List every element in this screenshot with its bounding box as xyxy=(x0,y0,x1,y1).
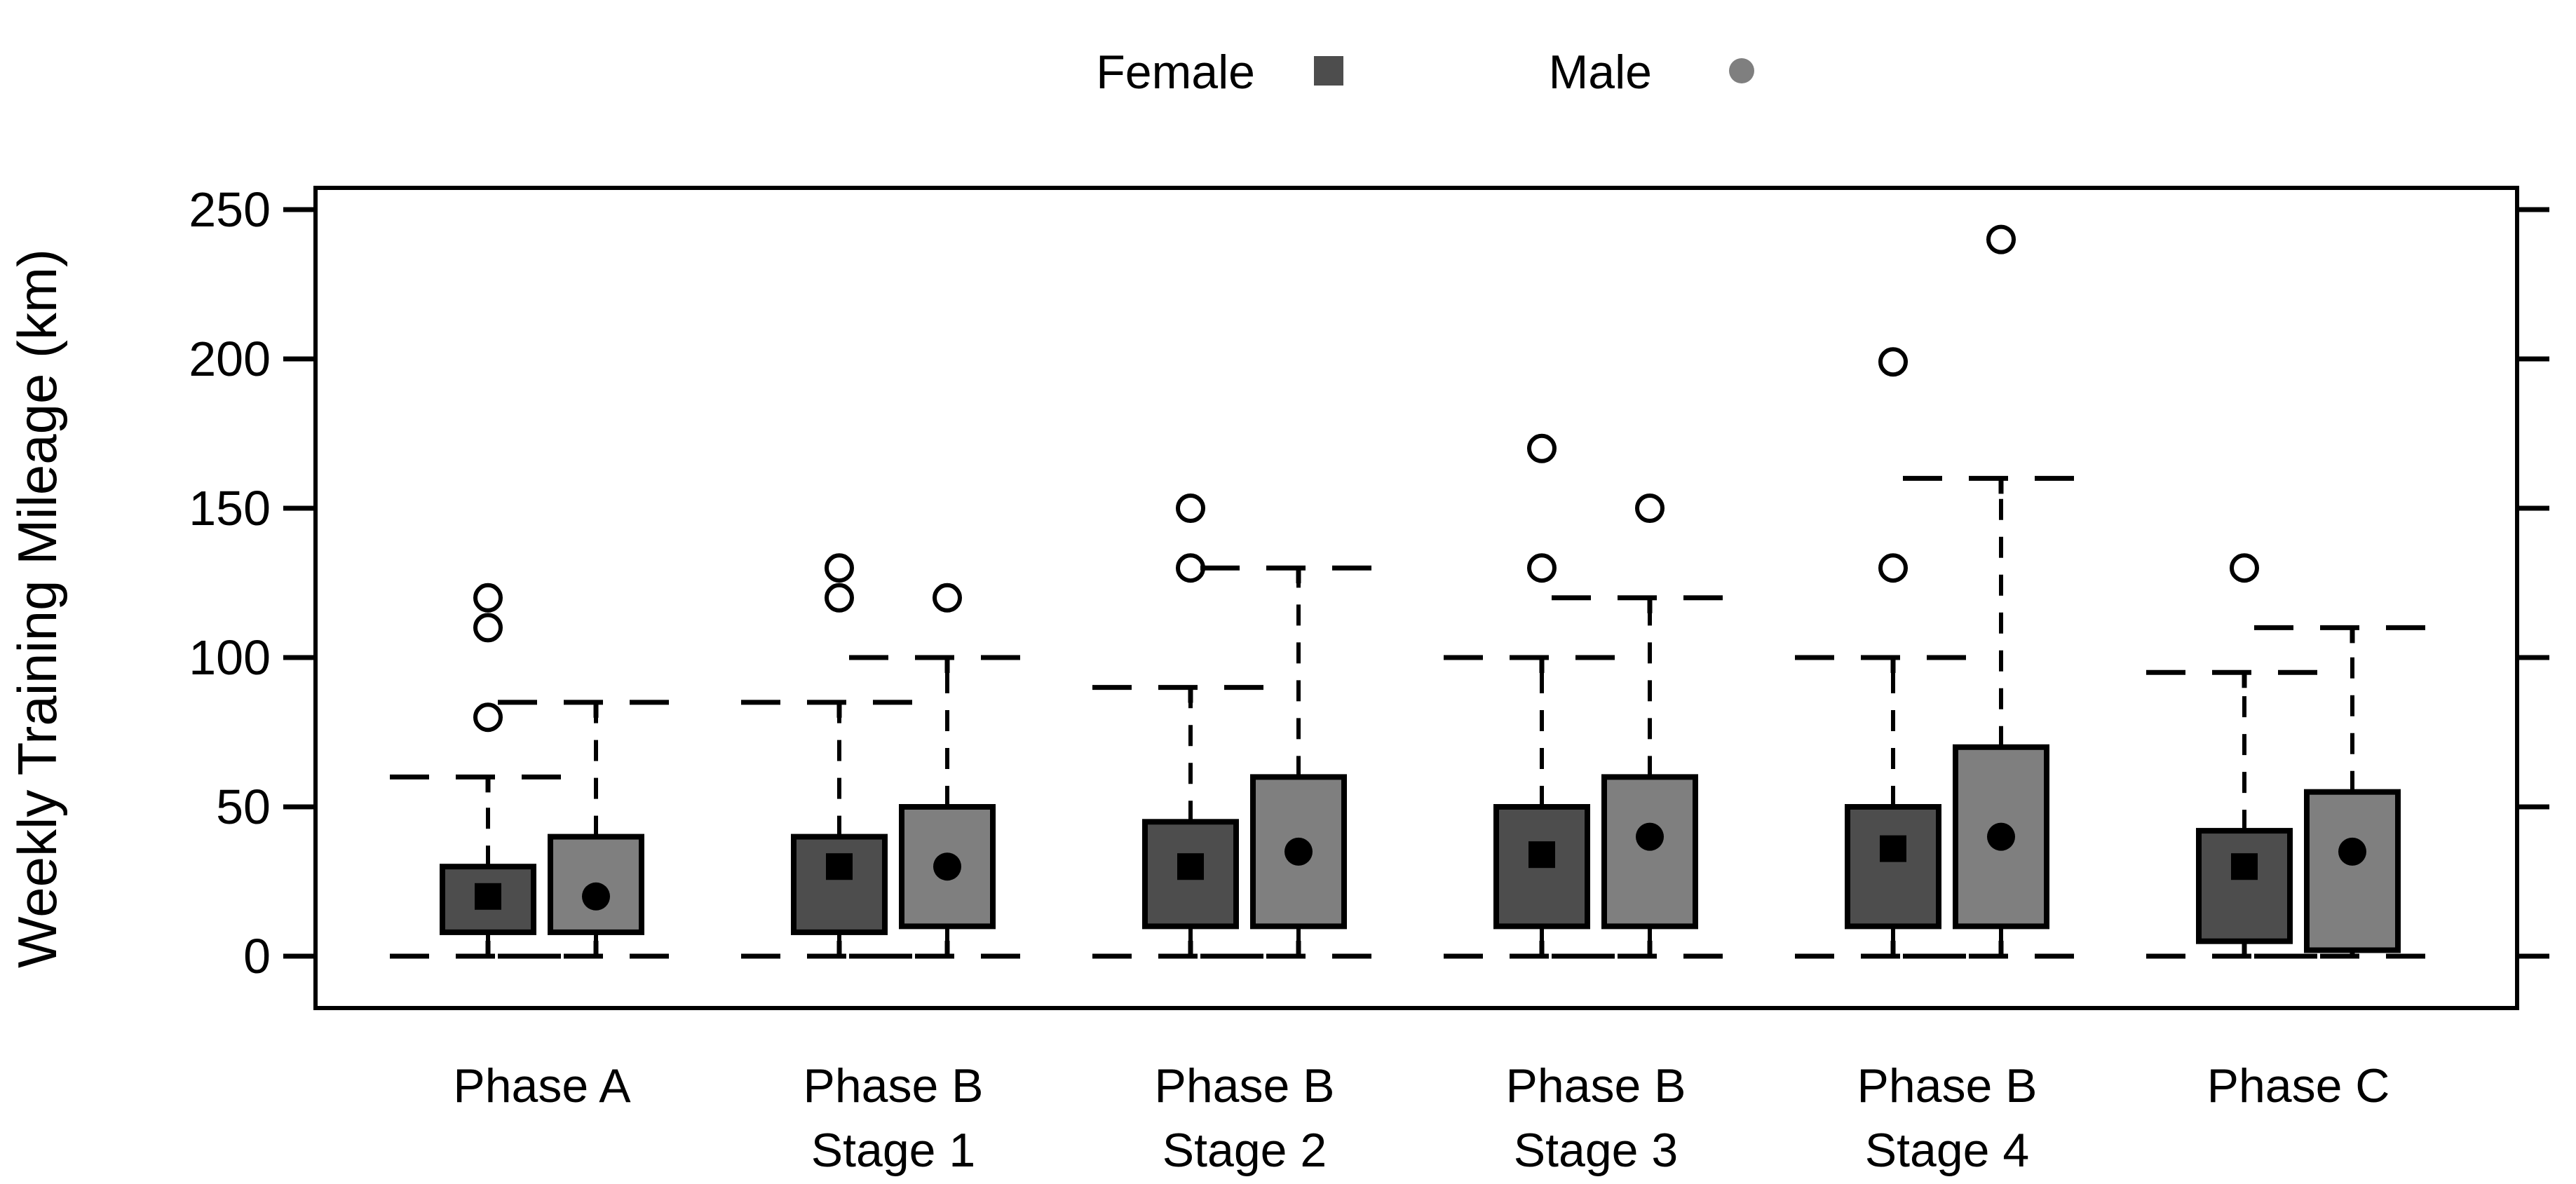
outlier-female-0 xyxy=(473,583,503,613)
box-female-0 xyxy=(440,864,536,935)
x-category-label: Phase A xyxy=(453,1059,631,1112)
box-male-3 xyxy=(1601,774,1698,930)
mean-square-female-5 xyxy=(2231,853,2258,880)
y-tick-label: 250 xyxy=(189,182,271,237)
outlier-male-1 xyxy=(933,583,962,613)
outlier-female-2 xyxy=(1176,553,1205,583)
x-category-label: Phase C xyxy=(2207,1059,2390,1112)
box-male-5 xyxy=(2304,789,2401,953)
y-axis-title: Weekly Training Mileage (km) xyxy=(6,249,68,968)
x-category-label: Stage 4 xyxy=(1865,1124,2029,1177)
plot-body: 0 50 100 150 200 250 Phase A Phase B Stage 1 Phas… xyxy=(189,182,2549,1177)
x-category-label: Stage 1 xyxy=(811,1124,975,1177)
box-female-1 xyxy=(791,833,888,935)
outlier-female-3 xyxy=(1527,433,1557,463)
legend-label-female: Female xyxy=(1096,46,1255,99)
outlier-female-0 xyxy=(473,702,503,733)
x-category-label: Stage 2 xyxy=(1162,1124,1327,1177)
outlier-female-5 xyxy=(2230,553,2259,583)
y-tick-label: 50 xyxy=(216,780,271,834)
y-tick-label: 150 xyxy=(189,481,271,536)
y-tick-label: 100 xyxy=(189,630,271,685)
plot-frame xyxy=(313,186,2519,1010)
mean-circle-male-1 xyxy=(933,852,961,881)
y-tick-label: 200 xyxy=(189,332,271,386)
outlier-female-0 xyxy=(473,613,503,643)
mean-circle-male-2 xyxy=(1284,837,1313,866)
outlier-female-4 xyxy=(1878,347,1908,377)
x-category-label: Phase B xyxy=(1505,1059,1686,1112)
outlier-male-4 xyxy=(1986,224,2016,254)
x-category-label: Phase B xyxy=(1154,1059,1334,1112)
outlier-female-1 xyxy=(825,553,854,583)
mean-square-female-3 xyxy=(1528,841,1555,869)
x-category-label: Phase B xyxy=(1857,1059,2037,1112)
box-female-5 xyxy=(2196,828,2293,944)
mean-circle-male-0 xyxy=(582,882,610,911)
mean-square-female-1 xyxy=(826,853,853,880)
x-category-label: Phase B xyxy=(803,1059,983,1112)
legend: Female Male xyxy=(1096,46,1754,99)
mean-circle-male-4 xyxy=(1987,822,2015,851)
mean-square-female-2 xyxy=(1177,853,1204,880)
legend-circle-icon xyxy=(1729,58,1754,83)
mean-square-female-0 xyxy=(475,883,501,910)
outlier-female-1 xyxy=(825,583,854,613)
box-female-4 xyxy=(1845,804,1941,930)
outlier-female-2 xyxy=(1176,494,1205,523)
legend-label-male: Male xyxy=(1549,46,1652,99)
outlier-female-3 xyxy=(1527,553,1557,583)
y-tick-label: 0 xyxy=(243,929,271,984)
box-female-3 xyxy=(1493,804,1590,930)
outlier-female-4 xyxy=(1878,553,1908,583)
legend-square-icon xyxy=(1314,56,1343,86)
mean-circle-male-5 xyxy=(2338,837,2366,866)
x-category-label: Stage 3 xyxy=(1514,1124,1678,1177)
box-male-0 xyxy=(548,833,644,935)
outlier-male-3 xyxy=(1635,494,1665,523)
mean-square-female-4 xyxy=(1880,835,1906,862)
mean-circle-male-3 xyxy=(1636,822,1664,851)
